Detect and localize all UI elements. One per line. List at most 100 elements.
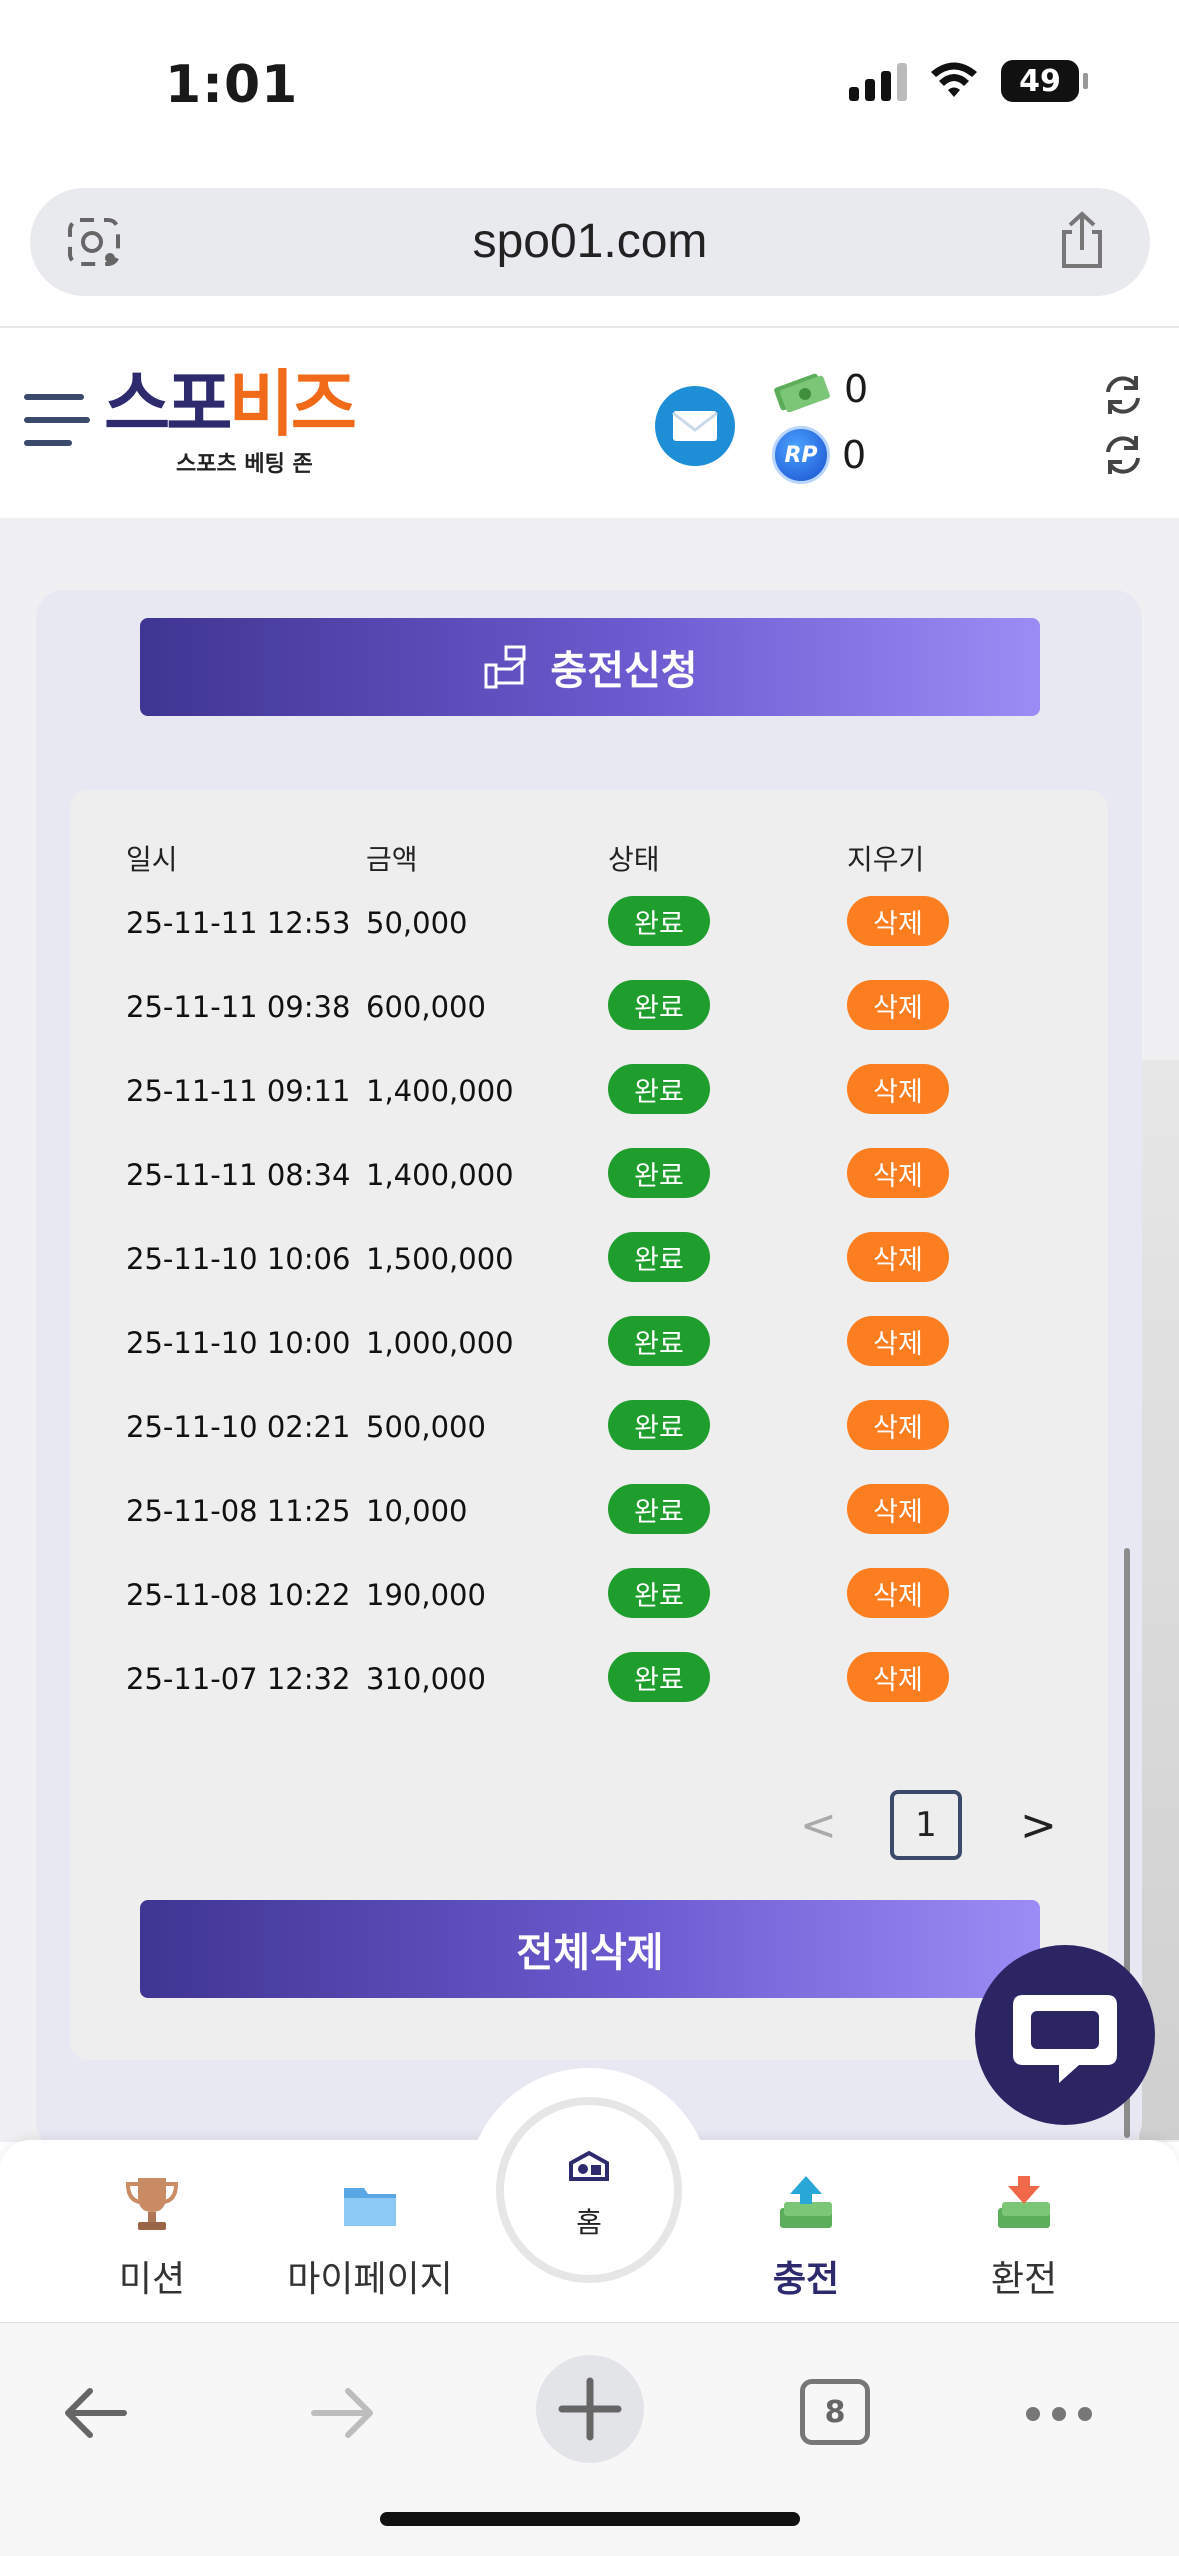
row-date: 25-11-10 02:21 (126, 1410, 351, 1444)
home-logo-icon (569, 2150, 609, 2181)
forward-arrow-icon[interactable] (308, 2383, 378, 2443)
more-options-icon[interactable] (1026, 2407, 1092, 2421)
nav-withdraw[interactable]: 환전 (934, 2172, 1114, 2302)
tabs-button[interactable]: 8 (800, 2379, 870, 2445)
row-amount: 310,000 (366, 1662, 486, 1696)
logo-subtitle: 스포츠 베팅 존 (176, 452, 313, 477)
delete-button[interactable]: 삭제 (847, 1316, 949, 1366)
point-balance: RP 0 (772, 426, 866, 484)
status-badge: 완료 (608, 1400, 710, 1450)
row-date: 25-11-11 09:38 (126, 990, 351, 1024)
row-amount: 1,400,000 (366, 1158, 514, 1192)
row-date: 25-11-10 10:06 (126, 1242, 351, 1276)
delete-button[interactable]: 삭제 (847, 896, 949, 946)
row-date: 25-11-10 10:00 (126, 1326, 351, 1360)
plus-icon (558, 2377, 622, 2441)
scrollbar[interactable] (1124, 1548, 1130, 2138)
nav-home-label: 홈 (576, 2206, 602, 2239)
row-date: 25-11-11 08:34 (126, 1158, 351, 1192)
status-badge: 완료 (608, 980, 710, 1030)
delete-button[interactable]: 삭제 (847, 980, 949, 1030)
background-image-edge (1139, 1060, 1179, 2140)
row-date: 25-11-07 12:32 (126, 1662, 351, 1696)
site-logo[interactable]: 스포비즈 스포츠 베팅 존 (104, 368, 384, 478)
deposit-request-button[interactable]: 충전신청 (140, 618, 1040, 716)
status-badge: 완료 (608, 1148, 710, 1198)
row-amount: 10,000 (366, 1494, 468, 1528)
home-indicator (380, 2512, 800, 2526)
status-time: 1:01 (165, 55, 299, 115)
rp-icon: RP (772, 426, 830, 484)
page-1-button[interactable]: 1 (890, 1790, 962, 1860)
row-amount: 600,000 (366, 990, 486, 1024)
row-amount: 1,400,000 (366, 1074, 514, 1108)
table-row: 25-11-08 11:25 10,000 완료 삭제 (0, 1482, 1179, 1542)
deposit-money-icon (780, 2176, 832, 2228)
cash-balance-value: 0 (844, 367, 869, 411)
new-tab-button[interactable] (536, 2355, 644, 2463)
status-badge: 완료 (608, 896, 710, 946)
column-status: 상태 (608, 843, 660, 876)
nav-mypage[interactable]: 마이페이지 (280, 2172, 460, 2302)
chat-bubble-icon (1013, 1995, 1117, 2083)
row-date: 25-11-11 09:11 (126, 1074, 351, 1108)
chat-button[interactable] (975, 1945, 1155, 2125)
table-row: 25-11-11 09:38 600,000 완료 삭제 (0, 978, 1179, 1038)
nav-mission[interactable]: 미션 (62, 2172, 242, 2302)
share-icon[interactable] (1054, 210, 1110, 270)
column-delete: 지우기 (847, 843, 925, 876)
back-arrow-icon[interactable] (60, 2383, 130, 2443)
trophy-icon (125, 2178, 179, 2230)
row-date: 25-11-08 10:22 (126, 1578, 351, 1612)
next-page-button[interactable]: > (1020, 1800, 1057, 1851)
nav-mypage-label: 마이페이지 (287, 2259, 453, 2300)
delete-button[interactable]: 삭제 (847, 1148, 949, 1198)
table-row: 25-11-10 02:21 500,000 완료 삭제 (0, 1398, 1179, 1458)
table-row: 25-11-07 12:32 310,000 완료 삭제 (0, 1650, 1179, 1710)
nav-mission-label: 미션 (118, 2259, 186, 2300)
page-settings-icon[interactable] (66, 216, 122, 268)
status-badge: 완료 (608, 1484, 710, 1534)
deposit-hand-icon (484, 645, 526, 689)
status-bar: 1:01 49 (0, 0, 1179, 170)
column-amount: 금액 (366, 843, 418, 876)
delete-button[interactable]: 삭제 (847, 1064, 949, 1114)
cash-icon (774, 373, 830, 412)
delete-button[interactable]: 삭제 (847, 1232, 949, 1282)
withdraw-money-icon (998, 2176, 1050, 2228)
point-balance-value: 0 (842, 433, 867, 477)
refresh-points-icon[interactable] (1100, 432, 1146, 478)
cellular-signal-icon (849, 61, 907, 101)
prev-page-button[interactable]: < (800, 1800, 837, 1851)
pagination: < 1 > (0, 1790, 1179, 1860)
address-bar[interactable]: spo01.com (30, 188, 1150, 296)
row-amount: 190,000 (366, 1578, 486, 1612)
nav-withdraw-label: 환전 (990, 2259, 1058, 2300)
delete-button[interactable]: 삭제 (847, 1400, 949, 1450)
table-row: 25-11-11 08:34 1,400,000 완료 삭제 (0, 1146, 1179, 1206)
table-row: 25-11-10 10:00 1,000,000 완료 삭제 (0, 1314, 1179, 1374)
row-amount: 500,000 (366, 1410, 486, 1444)
logo-wordmark: 스포비즈 (104, 362, 357, 446)
delete-button[interactable]: 삭제 (847, 1484, 949, 1534)
nav-home[interactable]: 홈 (496, 2097, 682, 2283)
menu-icon[interactable] (24, 394, 90, 452)
row-amount: 1,500,000 (366, 1242, 514, 1276)
delete-button[interactable]: 삭제 (847, 1568, 949, 1618)
url-text[interactable]: spo01.com (472, 215, 708, 268)
status-icons: 49 (849, 60, 1088, 102)
status-badge: 완료 (608, 1568, 710, 1618)
delete-button[interactable]: 삭제 (847, 1652, 949, 1702)
table-row: 25-11-10 10:06 1,500,000 완료 삭제 (0, 1230, 1179, 1290)
table-row: 25-11-11 12:53 50,000 완료 삭제 (0, 894, 1179, 954)
table-row: 25-11-08 10:22 190,000 완료 삭제 (0, 1566, 1179, 1626)
row-date: 25-11-11 12:53 (126, 906, 351, 940)
status-badge: 완료 (608, 1316, 710, 1366)
site-header: 스포비즈 스포츠 베팅 존 0 RP 0 (0, 326, 1179, 518)
table-row: 25-11-11 09:11 1,400,000 완료 삭제 (0, 1062, 1179, 1122)
mail-icon[interactable] (655, 386, 735, 466)
nav-deposit[interactable]: 충전 (716, 2172, 896, 2302)
delete-all-button[interactable]: 전체삭제 (140, 1900, 1040, 1998)
status-badge: 완료 (608, 1064, 710, 1114)
refresh-cash-icon[interactable] (1100, 372, 1146, 418)
